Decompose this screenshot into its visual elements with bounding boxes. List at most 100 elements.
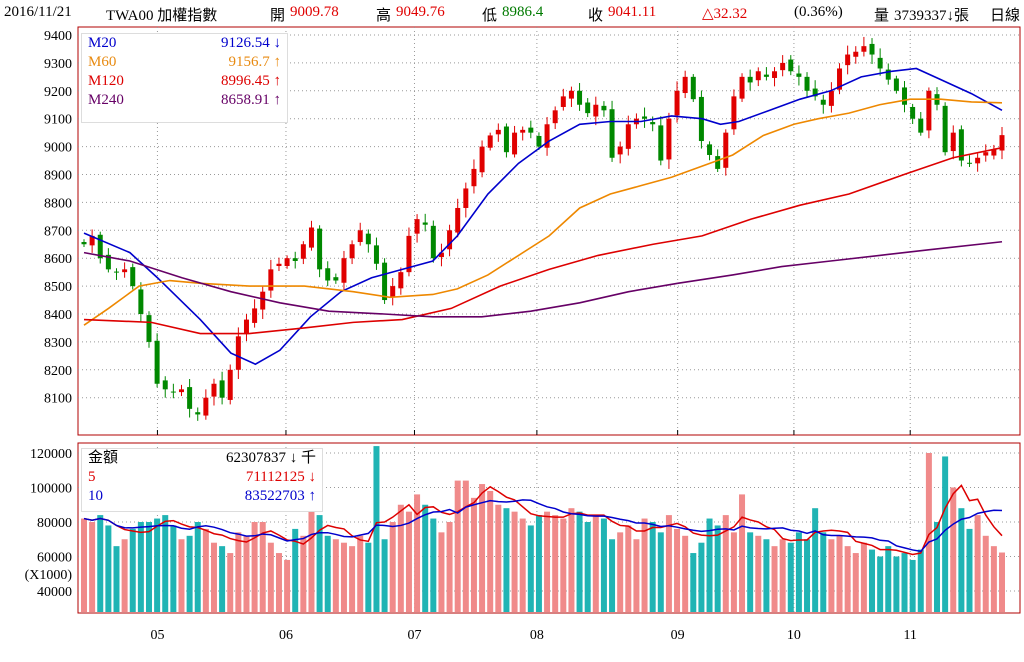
volume-bar <box>966 528 973 612</box>
candle-up <box>211 383 217 397</box>
candle-up <box>739 76 745 99</box>
volume-bar <box>170 525 177 612</box>
candle-down <box>170 391 176 393</box>
volume-bar <box>828 539 835 612</box>
candle-down <box>609 109 615 158</box>
volume-bar <box>365 542 372 612</box>
candle-up <box>682 76 688 94</box>
volume-value: 3739337↓張 <box>894 8 970 24</box>
close-label: 收 <box>588 8 604 24</box>
candle-up <box>975 157 981 164</box>
volume-bar <box>609 539 616 612</box>
candle-up <box>463 188 469 208</box>
volume-tick-label: 60000 <box>37 551 72 566</box>
volume-bar <box>714 525 721 612</box>
volume-bar <box>414 494 421 612</box>
volume-bar <box>787 542 794 612</box>
volume-bar <box>755 535 762 612</box>
candle-down <box>577 90 583 105</box>
volume-bar <box>357 535 364 612</box>
volume-bar <box>844 546 851 612</box>
volume-bar <box>730 532 737 612</box>
volume-bar <box>259 522 266 612</box>
volume-bar <box>194 522 201 612</box>
candle-up <box>755 71 761 81</box>
candle-down <box>382 262 388 301</box>
legend-m120: M120 8996.45 ↑ <box>82 72 287 91</box>
period-selector[interactable]: 日線 <box>990 8 1021 24</box>
volume-bar <box>999 552 1005 612</box>
candle-down <box>503 126 509 153</box>
price-tick-label: 8200 <box>44 364 72 379</box>
volume-bar <box>552 515 559 612</box>
month-label: 07 <box>407 628 421 643</box>
candle-down <box>877 57 883 69</box>
volume-bar <box>105 525 112 612</box>
volume-bar <box>479 484 486 612</box>
legend-label: M120 <box>88 73 124 89</box>
volume-bar <box>81 518 87 612</box>
volume-bar <box>308 511 315 612</box>
candle-up <box>983 152 989 156</box>
candle-down <box>601 105 607 111</box>
candle-down <box>910 106 916 119</box>
candle-down <box>942 105 948 153</box>
volume-bar <box>674 528 681 612</box>
volume-bar <box>795 532 802 612</box>
candle-up <box>89 235 95 246</box>
candle-up <box>861 46 867 52</box>
candle-down <box>162 380 168 390</box>
candle-down <box>105 254 111 270</box>
volume-bar <box>97 515 104 612</box>
candle-down <box>812 88 818 97</box>
legend-value: 8996.45 ↑ <box>221 73 281 89</box>
volume-bar <box>397 504 404 612</box>
open-label: 開 <box>270 8 286 24</box>
candle-up <box>479 146 485 173</box>
candle-up <box>455 207 461 233</box>
volume-bar <box>544 511 551 612</box>
volume-tick-label: 40000 <box>37 585 72 600</box>
candle-down <box>113 271 119 273</box>
candle-up <box>357 230 363 243</box>
volume-bar <box>227 553 234 612</box>
legend-amount: 金額 62307837 ↓ 千 <box>82 449 322 468</box>
legend-label: 10 <box>88 488 103 504</box>
price-legend: M20 9126.54 ↓ M60 9156.7 ↑ M120 8996.45 ↑ M… <box>81 33 288 123</box>
volume-label: 量 <box>874 8 890 24</box>
volume-bar <box>690 553 697 612</box>
candle-down <box>747 76 753 83</box>
legend-ma10: 10 83522703 ↑ <box>82 487 322 506</box>
candle-down <box>97 234 103 259</box>
volume-bar <box>869 549 876 612</box>
legend-value: 9156.7 ↑ <box>228 54 282 70</box>
month-label: 11 <box>903 628 916 643</box>
candle-up <box>487 135 493 148</box>
legend-value: 8658.91 ↑ <box>221 92 281 108</box>
volume-bar <box>982 535 989 612</box>
candle-up <box>284 258 290 267</box>
candle-up <box>617 146 623 155</box>
candle-up <box>568 90 574 99</box>
month-label: 05 <box>150 628 164 643</box>
candle-up <box>666 118 672 160</box>
volume-bar <box>568 508 575 612</box>
volume-bar <box>625 525 632 612</box>
volume-bar <box>129 528 136 612</box>
volume-bar <box>405 511 412 612</box>
open-value: 9009.78 <box>290 4 339 20</box>
candle-up <box>300 244 306 259</box>
candle-down <box>820 99 826 105</box>
volume-bar <box>113 546 120 612</box>
candle-up <box>625 124 631 149</box>
volume-bar <box>154 518 161 612</box>
month-label: 06 <box>279 628 293 643</box>
candle-down <box>788 59 794 72</box>
candle-up <box>560 96 566 107</box>
volume-bar <box>235 532 242 612</box>
volume-bar <box>958 508 965 612</box>
price-tick-label: 8300 <box>44 336 72 351</box>
volume-bar <box>942 456 949 612</box>
candle-down <box>690 76 696 100</box>
